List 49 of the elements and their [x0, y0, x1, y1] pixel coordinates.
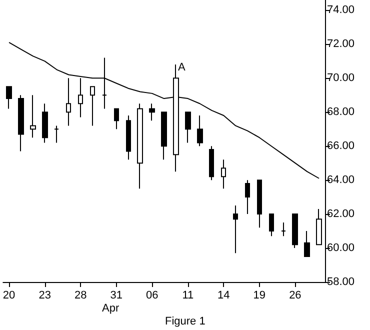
x-tick-label: 14	[218, 290, 230, 302]
x-tick-label: 19	[253, 290, 266, 302]
x-tick-label: 20	[2, 290, 16, 302]
y-tick-label: 64.00	[327, 174, 355, 186]
candlestick	[316, 208, 322, 246]
candlestick	[173, 64, 179, 172]
candlestick	[66, 78, 71, 126]
candlestick	[102, 57, 107, 110]
annotation: A	[178, 62, 186, 74]
candlestick	[54, 125, 59, 144]
y-tick-label: 60.00	[327, 242, 355, 254]
x-tick-label: 11	[182, 290, 194, 302]
y-tick-label: 62.00	[327, 208, 355, 220]
y-tick-label: 68.00	[327, 106, 355, 118]
x-tick-label: 06	[146, 290, 158, 302]
candlestick	[6, 86, 12, 110]
candlestick	[30, 94, 36, 138]
candlestick	[209, 146, 214, 181]
x-tick-label: 26	[289, 290, 302, 302]
candlestick	[281, 222, 286, 237]
candlestick	[114, 108, 119, 130]
text: Apr	[102, 302, 120, 314]
candlestick	[304, 230, 310, 258]
line-series	[8, 42, 320, 179]
candlestick	[269, 214, 274, 237]
candlestick	[42, 103, 48, 144]
candlestick	[245, 180, 250, 215]
candlestick	[257, 180, 262, 228]
candlestick	[185, 112, 191, 144]
y-tick-label: 70.00	[327, 72, 355, 84]
x-tick-label: 28	[74, 290, 87, 302]
y-tick-label: 72.00	[327, 38, 355, 50]
candlestick	[149, 103, 155, 122]
candlestick	[126, 115, 131, 160]
candlestick	[292, 214, 298, 249]
x-tick-label: 31	[110, 290, 122, 302]
candlestick	[161, 112, 167, 160]
x-tick-label: 23	[38, 290, 51, 302]
candlestick	[137, 103, 143, 190]
candlestick	[18, 94, 24, 152]
y-tick-label: 74.00	[327, 4, 355, 16]
y-tick-label: 66.00	[327, 140, 355, 152]
y-tick-label: 58.00	[327, 276, 355, 288]
candlestick	[197, 115, 203, 147]
caption: Figure 1	[165, 316, 206, 328]
candlestick	[221, 159, 226, 190]
candlestick	[90, 86, 95, 126]
candlestick	[233, 205, 238, 254]
candlestick	[78, 78, 83, 118]
